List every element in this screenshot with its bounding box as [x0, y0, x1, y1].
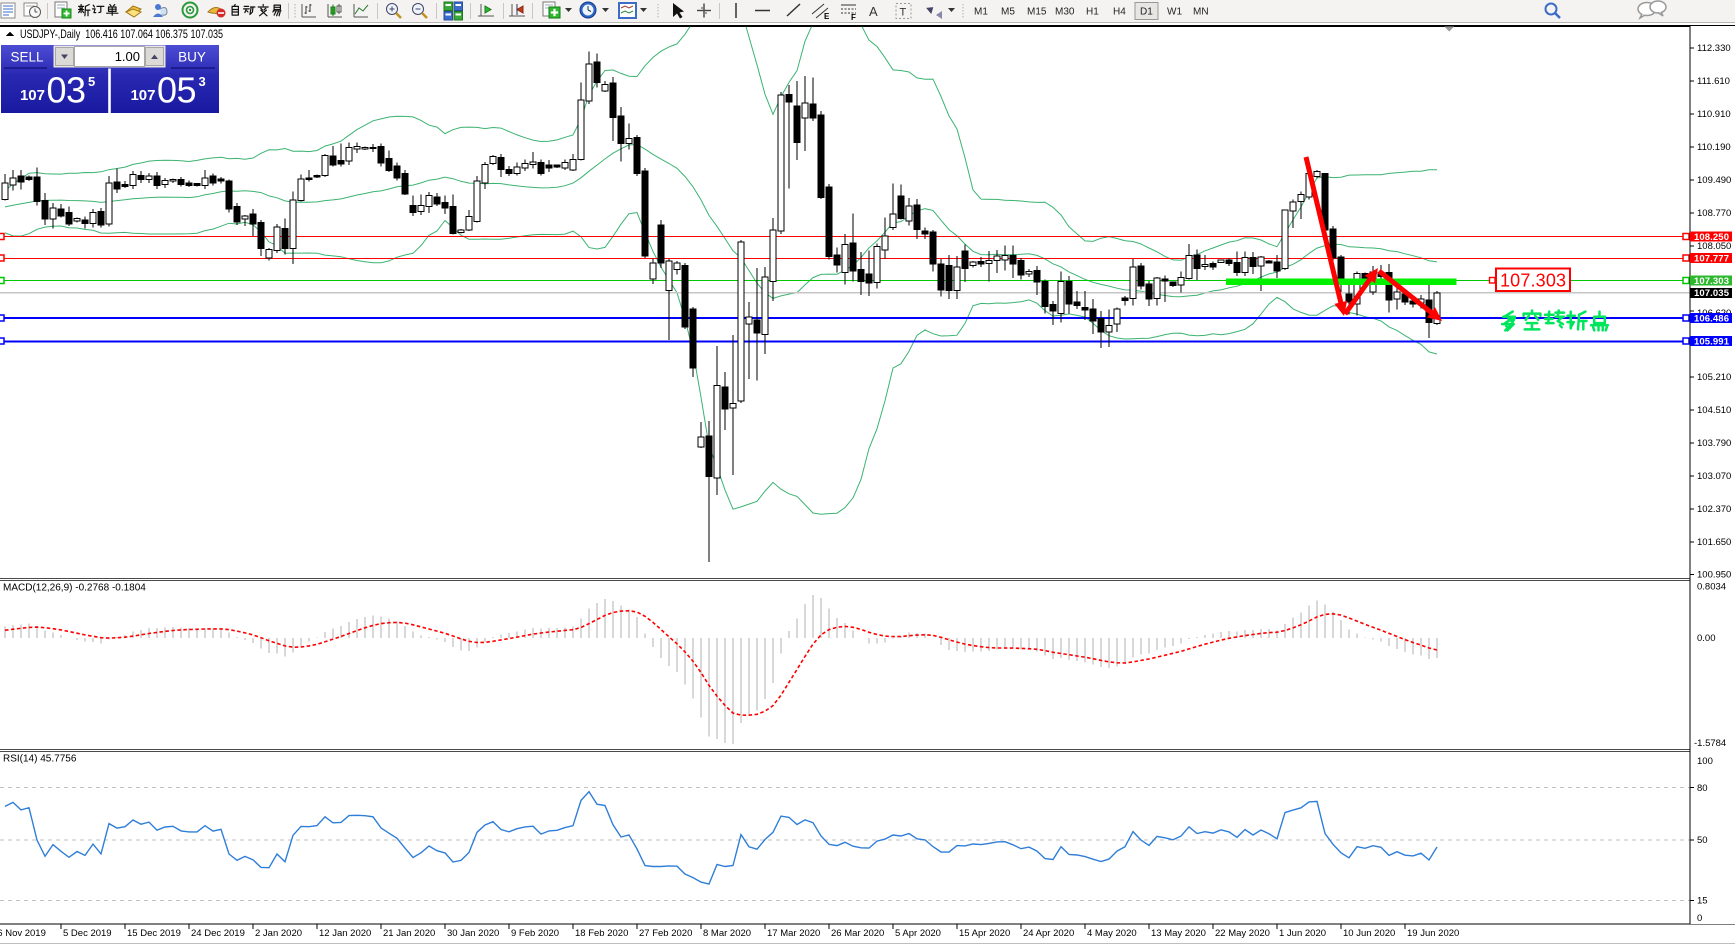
svg-text:107.303: 107.303 — [1694, 276, 1729, 287]
svg-text:H1: H1 — [1086, 7, 1099, 18]
svg-text:1 Jun 2020: 1 Jun 2020 — [1279, 928, 1326, 939]
svg-text:0.8034: 0.8034 — [1697, 582, 1726, 593]
svg-text:05: 05 — [157, 70, 196, 111]
svg-text:101.650: 101.650 — [1697, 537, 1731, 548]
svg-text:2 Jan 2020: 2 Jan 2020 — [255, 928, 302, 939]
svg-text:102.370: 102.370 — [1697, 504, 1731, 515]
svg-text:100: 100 — [1697, 756, 1713, 767]
svg-text:107.777: 107.777 — [1694, 253, 1729, 264]
svg-text:W1: W1 — [1167, 7, 1182, 18]
svg-text:100.950: 100.950 — [1697, 570, 1731, 581]
svg-text:USDJPY-,Daily 106.416 107.064: USDJPY-,Daily 106.416 107.064 106.375 10… — [20, 27, 223, 41]
svg-text:109.490: 109.490 — [1697, 175, 1731, 186]
svg-text:10 Jun 2020: 10 Jun 2020 — [1343, 928, 1395, 939]
svg-text:5 Dec 2019: 5 Dec 2019 — [63, 928, 112, 939]
svg-text:E: E — [824, 12, 830, 21]
svg-text:M5: M5 — [1001, 7, 1015, 18]
svg-text:1.00: 1.00 — [115, 49, 140, 64]
svg-text:17 Mar 2020: 17 Mar 2020 — [767, 928, 820, 939]
svg-text:21 Jan 2020: 21 Jan 2020 — [383, 928, 435, 939]
svg-text:8 Mar 2020: 8 Mar 2020 — [703, 928, 751, 939]
svg-text:M30: M30 — [1055, 7, 1075, 18]
svg-text:26 Nov 2019: 26 Nov 2019 — [0, 928, 46, 939]
svg-text:15 Apr 2020: 15 Apr 2020 — [959, 928, 1010, 939]
svg-text:107: 107 — [20, 87, 45, 104]
svg-text:13 May 2020: 13 May 2020 — [1151, 928, 1206, 939]
svg-text:M15: M15 — [1027, 7, 1047, 18]
svg-text:24 Dec 2019: 24 Dec 2019 — [191, 928, 245, 939]
svg-text:D1: D1 — [1140, 7, 1153, 18]
svg-text:107.303: 107.303 — [1500, 271, 1566, 291]
svg-text:M1: M1 — [974, 7, 988, 18]
svg-text:103.790: 103.790 — [1697, 438, 1731, 449]
svg-text:SELL: SELL — [10, 50, 44, 65]
svg-text:19 Jun 2020: 19 Jun 2020 — [1407, 928, 1459, 939]
svg-text:9 Feb 2020: 9 Feb 2020 — [511, 928, 559, 939]
svg-text:T: T — [900, 7, 907, 19]
svg-text:105.991: 105.991 — [1694, 336, 1730, 347]
svg-text:5 Apr 2020: 5 Apr 2020 — [895, 928, 941, 939]
svg-text:12 Jan 2020: 12 Jan 2020 — [319, 928, 371, 939]
svg-text:27 Feb 2020: 27 Feb 2020 — [639, 928, 692, 939]
svg-text:26 Mar 2020: 26 Mar 2020 — [831, 928, 884, 939]
svg-text:30 Jan 2020: 30 Jan 2020 — [447, 928, 499, 939]
svg-text:112.330: 112.330 — [1697, 43, 1731, 54]
svg-text:103.070: 103.070 — [1697, 471, 1731, 482]
svg-text:108.050: 108.050 — [1697, 241, 1731, 252]
svg-text:15: 15 — [1697, 896, 1708, 907]
svg-text:24 Apr 2020: 24 Apr 2020 — [1023, 928, 1074, 939]
svg-text:107: 107 — [130, 87, 155, 104]
svg-text:3: 3 — [199, 74, 206, 89]
svg-text:80: 80 — [1697, 783, 1708, 794]
svg-text:111.610: 111.610 — [1697, 76, 1730, 87]
svg-text:0.00: 0.00 — [1697, 633, 1716, 644]
svg-text:A: A — [869, 4, 878, 19]
svg-text:104.510: 104.510 — [1697, 405, 1731, 416]
svg-text:-1.5784: -1.5784 — [1694, 738, 1726, 749]
svg-text:105.210: 105.210 — [1697, 372, 1731, 383]
svg-text:107.035: 107.035 — [1694, 288, 1730, 299]
svg-text:F: F — [851, 13, 856, 22]
svg-text:RSI(14) 45.7756: RSI(14) 45.7756 — [3, 754, 77, 765]
svg-text:110.910: 110.910 — [1697, 109, 1731, 120]
svg-text:MACD(12,26,9) -0.2768 -0.1804: MACD(12,26,9) -0.2768 -0.1804 — [3, 583, 146, 594]
svg-text:50: 50 — [1697, 835, 1708, 846]
svg-text:15 Dec 2019: 15 Dec 2019 — [127, 928, 181, 939]
svg-text:22 May 2020: 22 May 2020 — [1215, 928, 1270, 939]
svg-text:MN: MN — [1193, 7, 1209, 18]
svg-text:18 Feb 2020: 18 Feb 2020 — [575, 928, 628, 939]
svg-text:106.486: 106.486 — [1694, 313, 1729, 324]
svg-text:5: 5 — [88, 74, 95, 89]
svg-text:108.250: 108.250 — [1694, 232, 1729, 243]
svg-text:H4: H4 — [1113, 7, 1126, 18]
svg-text:0: 0 — [1697, 913, 1702, 924]
svg-text:110.190: 110.190 — [1697, 142, 1731, 153]
svg-text:108.770: 108.770 — [1697, 208, 1731, 219]
svg-text:BUY: BUY — [178, 50, 206, 65]
svg-text:4 May 2020: 4 May 2020 — [1087, 928, 1137, 939]
svg-text:03: 03 — [47, 70, 86, 111]
